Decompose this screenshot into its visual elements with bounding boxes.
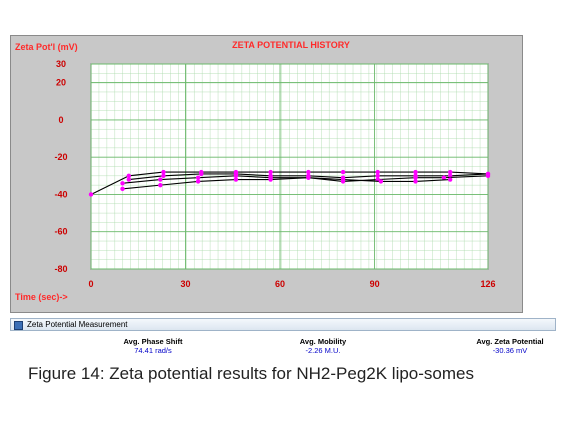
data-point (120, 181, 125, 186)
metric-value: 74.41 rad/s (134, 346, 172, 355)
data-point (447, 169, 453, 175)
data-point (413, 175, 418, 180)
metric-mobility: Avg. Mobility -2.26 M.U. (268, 337, 378, 355)
data-point (306, 169, 311, 175)
metric-phase-shift: Avg. Phase Shift 74.41 rad/s (98, 337, 208, 355)
status-bar: Zeta Potential Measurement (10, 318, 556, 331)
figure-caption: Figure 14: Zeta potential results for NH… (28, 364, 474, 383)
zeta-chart: Zeta Pot'l (mV) ZETA POTENTIAL HISTORY T… (15, 40, 496, 302)
x-tick-label: 0 (88, 279, 93, 289)
data-point (126, 177, 132, 182)
y-tick-label: -60 (54, 227, 67, 237)
data-point (158, 182, 163, 188)
status-bar-label: Zeta Potential Measurement (27, 320, 128, 329)
data-point (413, 169, 418, 175)
data-point (485, 173, 491, 179)
data-point (378, 179, 384, 184)
data-point (268, 169, 273, 175)
data-point (447, 177, 453, 182)
x-tick-label: 60 (275, 279, 285, 289)
data-point (413, 179, 418, 184)
metric-value: -30.36 mV (492, 346, 528, 355)
metric-zeta-potential: Avg. Zeta Potential -30.36 mV (452, 337, 568, 355)
data-point (375, 173, 380, 179)
y-tick-label: 20 (56, 78, 66, 88)
data-point (120, 186, 125, 192)
chart-panel: Zeta Pot'l (mV) ZETA POTENTIAL HISTORY T… (10, 35, 523, 313)
data-point (340, 169, 346, 175)
data-point (126, 173, 132, 179)
metric-value: -2.26 M.U. (305, 346, 341, 355)
x-tick-label: 30 (181, 279, 191, 289)
y-axis-label: Zeta Pot'l (mV) (15, 42, 78, 52)
data-point (340, 177, 346, 182)
window-icon (14, 321, 23, 330)
data-point (375, 169, 380, 175)
data-point (199, 171, 204, 177)
x-tick-label: 126 (480, 279, 495, 289)
metric-label: Avg. Mobility (299, 337, 347, 346)
data-point (441, 175, 447, 180)
y-tick-label: 0 (58, 115, 63, 125)
data-point (158, 177, 163, 182)
y-tick-label: 30 (56, 59, 66, 69)
metric-label: Avg. Zeta Potential (476, 337, 544, 346)
x-tick-label: 90 (370, 279, 380, 289)
data-point (233, 177, 239, 182)
data-point (88, 192, 94, 197)
data-point (233, 173, 239, 179)
y-tick-label: -40 (54, 189, 67, 199)
x-axis-label: Time (sec)-> (15, 292, 68, 302)
data-point (268, 177, 273, 182)
data-point (161, 169, 166, 175)
data-point (306, 175, 311, 180)
series-line (90, 171, 489, 195)
chart-title: ZETA POTENTIAL HISTORY (232, 40, 350, 50)
metric-label: Avg. Phase Shift (123, 337, 183, 346)
series-line (122, 177, 451, 190)
data-point (195, 175, 201, 180)
data-point (195, 179, 201, 184)
data-point (161, 173, 166, 179)
y-tick-label: -20 (54, 152, 67, 162)
y-tick-label: -80 (54, 264, 67, 274)
